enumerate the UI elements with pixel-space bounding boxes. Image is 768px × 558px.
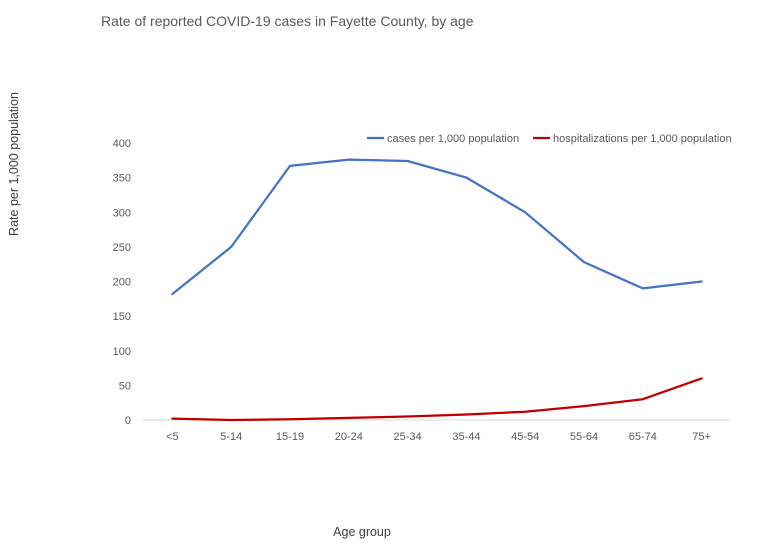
y-tick-label: 150 — [113, 311, 131, 323]
series-line-hospitalizations — [171, 377, 703, 422]
y-tick-label: 400 — [113, 138, 131, 150]
x-tick-label: 25-34 — [394, 431, 422, 443]
y-tick-label: 350 — [113, 173, 131, 185]
chart-title: Rate of reported COVID-19 cases in Fayet… — [101, 13, 474, 29]
x-axis-label: Age group — [333, 525, 391, 539]
y-axis-label: Rate per 1,000 population — [7, 92, 21, 236]
x-tick-labels: <5 5-14 15-19 20-24 25-34 35-44 45-54 55-64 65-7… — [166, 431, 711, 443]
x-tick-label: 65-74 — [629, 431, 657, 443]
x-tick-label: 45-54 — [511, 431, 539, 443]
y-tick-labels: 0 50 100 150 200 250 300 350 400 — [113, 138, 131, 427]
y-tick-label: 0 — [125, 415, 131, 427]
legend-label: cases per 1,000 population — [387, 133, 519, 145]
x-tick-label: 5-14 — [220, 431, 242, 443]
y-tick-label: 250 — [113, 242, 131, 254]
series-lines — [171, 158, 703, 422]
x-tick-label: 20-24 — [335, 431, 363, 443]
x-tick-label: 35-44 — [452, 431, 480, 443]
series-line-cases — [171, 158, 703, 296]
y-tick-label: 200 — [113, 277, 131, 289]
legend-label: hospitalizations per 1,000 population — [553, 133, 732, 145]
x-tick-label: 15-19 — [276, 431, 304, 443]
y-tick-label: 50 — [119, 380, 131, 392]
legend: cases per 1,000 population hospitalizatio… — [367, 133, 732, 145]
y-tick-label: 100 — [113, 346, 131, 358]
x-tick-label: 55-64 — [570, 431, 598, 443]
y-tick-label: 300 — [113, 207, 131, 219]
x-tick-label: 75+ — [692, 431, 711, 443]
x-tick-label: <5 — [166, 431, 179, 443]
